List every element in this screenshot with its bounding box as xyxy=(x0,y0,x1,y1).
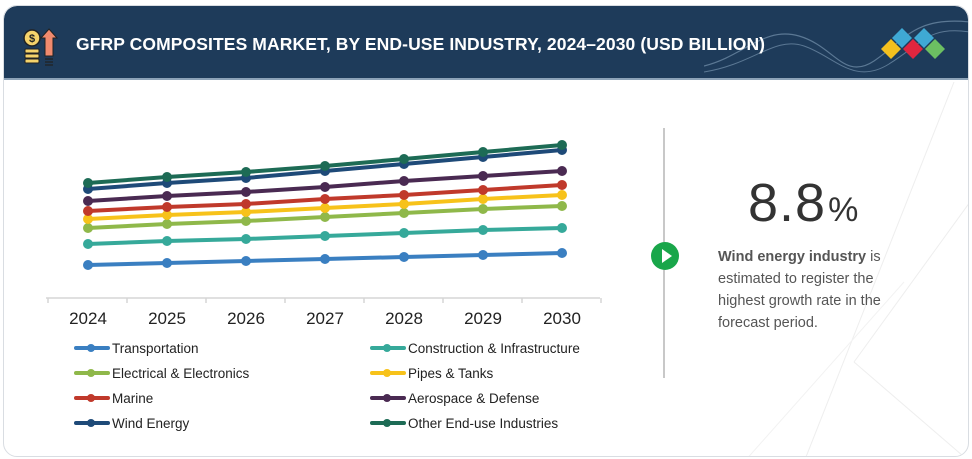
legend-label: Electrical & Electronics xyxy=(112,365,250,381)
data-point xyxy=(399,154,409,164)
data-point xyxy=(83,223,93,233)
legend-item: Construction & Infrastructure xyxy=(370,338,580,358)
data-point xyxy=(83,206,93,216)
legend-swatch-icon xyxy=(370,342,406,354)
data-point xyxy=(399,228,409,238)
data-point xyxy=(320,194,330,204)
data-point xyxy=(399,190,409,200)
legend-swatch-icon xyxy=(74,342,110,354)
data-point xyxy=(241,207,251,217)
data-point xyxy=(557,180,567,190)
data-point xyxy=(83,239,93,249)
data-point xyxy=(557,140,567,150)
data-point xyxy=(320,254,330,264)
data-point xyxy=(241,187,251,197)
data-point xyxy=(241,216,251,226)
data-point xyxy=(83,260,93,270)
growth-rate-value: 8.8 xyxy=(748,173,827,233)
legend-swatch-icon xyxy=(370,417,406,429)
x-tick-label: 2027 xyxy=(306,309,344,328)
legend-label: Marine xyxy=(112,390,154,406)
data-point xyxy=(162,172,172,182)
data-point xyxy=(320,161,330,171)
data-point xyxy=(162,258,172,268)
data-point xyxy=(478,185,488,195)
data-point xyxy=(241,256,251,266)
stat-description: Wind energy industry is estimated to reg… xyxy=(718,246,918,334)
data-point xyxy=(399,176,409,186)
decorative-background-lines xyxy=(748,82,968,456)
legend-item: Transportation xyxy=(74,338,199,358)
data-point xyxy=(320,231,330,241)
growth-rate-stat: 8.8% xyxy=(748,172,859,234)
data-point xyxy=(162,236,172,246)
data-point xyxy=(399,199,409,209)
x-tick-label: 2026 xyxy=(227,309,265,328)
data-point xyxy=(557,248,567,258)
data-point xyxy=(478,225,488,235)
data-point xyxy=(162,219,172,229)
growth-rate-unit: % xyxy=(828,191,860,229)
legend-swatch-icon xyxy=(370,367,406,379)
data-point xyxy=(557,223,567,233)
header-bar: $ GFRP COMPOSITES MARKET, BY END-USE IND… xyxy=(4,6,968,80)
legend-swatch-icon xyxy=(74,392,110,404)
legend-label: Transportation xyxy=(112,340,199,356)
data-point xyxy=(83,214,93,224)
data-point xyxy=(478,250,488,260)
money-growth-icon: $ xyxy=(23,28,59,66)
data-point xyxy=(162,191,172,201)
data-point xyxy=(399,208,409,218)
page-title: GFRP COMPOSITES MARKET, BY END-USE INDUS… xyxy=(76,34,766,54)
data-point xyxy=(241,234,251,244)
x-tick-label: 2030 xyxy=(543,309,581,328)
brand-logo-icon xyxy=(881,28,945,59)
play-icon[interactable] xyxy=(651,242,679,270)
data-point xyxy=(320,203,330,213)
legend-swatch-icon xyxy=(74,417,110,429)
data-point xyxy=(478,171,488,181)
legend-item: Wind Energy xyxy=(74,413,189,433)
data-point xyxy=(320,212,330,222)
x-tick-label: 2024 xyxy=(69,309,107,328)
legend-item: Marine xyxy=(74,388,153,408)
data-point xyxy=(162,202,172,212)
legend-item: Pipes & Tanks xyxy=(370,363,493,383)
stat-highlight: Wind energy industry xyxy=(718,249,867,265)
stat-text: is estimated to register the highest gro… xyxy=(718,249,881,331)
data-point xyxy=(320,182,330,192)
data-point xyxy=(162,210,172,220)
data-point xyxy=(241,199,251,209)
x-tick-label: 2029 xyxy=(464,309,502,328)
data-point xyxy=(478,204,488,214)
line-chart: 2024 2025 2026 2027 2028 2029 2030 xyxy=(46,140,602,328)
data-point xyxy=(557,201,567,211)
data-point xyxy=(557,166,567,176)
data-point xyxy=(241,167,251,177)
x-tick-label: 2028 xyxy=(385,309,423,328)
data-point xyxy=(399,252,409,262)
legend-item: Other End-use Industries xyxy=(370,413,558,433)
legend-label: Pipes & Tanks xyxy=(408,365,494,381)
data-point xyxy=(478,194,488,204)
legend-item: Aerospace & Defense xyxy=(370,388,539,408)
svg-text:$: $ xyxy=(29,33,35,45)
legend-swatch-icon xyxy=(74,367,110,379)
legend-label: Other End-use Industries xyxy=(408,415,559,431)
legend-label: Construction & Infrastructure xyxy=(408,340,580,356)
infographic-card: $ GFRP COMPOSITES MARKET, BY END-USE IND… xyxy=(3,5,969,457)
legend-label: Aerospace & Defense xyxy=(408,390,540,406)
legend-swatch-icon xyxy=(370,392,406,404)
x-tick-label: 2025 xyxy=(148,309,186,328)
data-point xyxy=(478,147,488,157)
data-point xyxy=(83,178,93,188)
data-point xyxy=(557,190,567,200)
data-point xyxy=(83,196,93,206)
legend-item: Electrical & Electronics xyxy=(74,363,249,383)
legend-label: Wind Energy xyxy=(112,415,190,431)
